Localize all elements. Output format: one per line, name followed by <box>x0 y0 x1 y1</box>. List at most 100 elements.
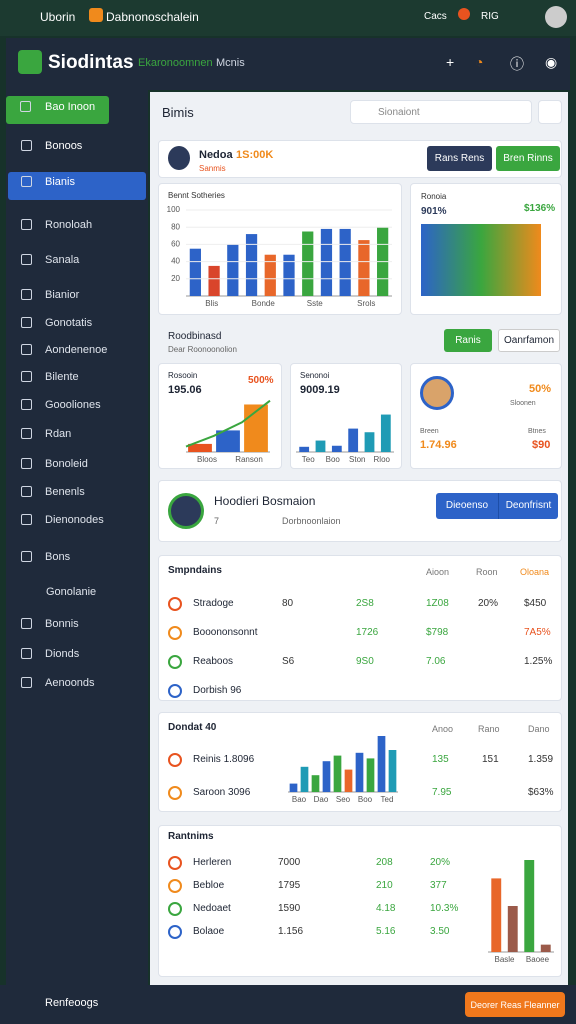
sidebar-icon <box>21 399 32 410</box>
sidebar <box>6 90 148 985</box>
row-icon <box>168 925 182 939</box>
sidebar-item[interactable]: Bons <box>45 551 71 563</box>
row-label: Herleren <box>193 857 232 868</box>
row-icon <box>168 902 182 916</box>
row-icon <box>168 786 182 800</box>
sidebar-icon <box>21 317 32 328</box>
row-label: Reinis 1.8096 <box>193 754 255 765</box>
cell: 1726 <box>356 627 379 638</box>
cell: 7.95 <box>432 787 452 798</box>
cell: 151 <box>482 754 499 765</box>
logo-icon <box>18 50 42 74</box>
report-illustration <box>421 224 541 296</box>
cell: 20% <box>478 598 499 609</box>
sidebar-item[interactable]: Bonoleid <box>45 458 88 470</box>
header-icon[interactable]: ◔ <box>475 54 484 70</box>
sidebar-icon <box>21 428 32 439</box>
button[interactable]: Deonfrisnt <box>498 493 558 519</box>
summary-sub: Sanmis <box>199 164 226 173</box>
sidebar-item[interactable]: Gonotatis <box>45 317 93 329</box>
cell: 2S8 <box>356 598 374 609</box>
column-header: Anoo <box>432 724 454 734</box>
search-box[interactable] <box>350 100 532 124</box>
sidebar-item[interactable]: Bonnis <box>45 618 79 630</box>
sidebar-item[interactable]: Aenoonds <box>45 677 95 689</box>
card-title: Ronoia <box>421 192 447 201</box>
sidebar-icon <box>21 648 32 659</box>
sidebar-item[interactable]: Ronoloah <box>45 219 93 231</box>
table-card <box>158 555 562 701</box>
section-subtitle: Dear Roonoonolion <box>168 345 237 354</box>
profile-meta: Dorbnoonlaion <box>282 516 341 526</box>
user-avatar[interactable] <box>545 6 567 28</box>
button[interactable]: Dieoenso <box>436 493 498 519</box>
cell: 210 <box>376 880 393 891</box>
sidebar-item[interactable]: Bianis <box>45 176 75 188</box>
report-value: $136% <box>524 203 556 214</box>
sidebar-icon <box>21 140 32 151</box>
button[interactable]: Bren Rinns <box>496 146 560 171</box>
column-header: Aioon <box>426 567 450 577</box>
sidebar-icon <box>21 371 32 382</box>
sidebar-item[interactable]: Sanala <box>45 254 80 266</box>
sidebar-item[interactable]: Dionds <box>45 648 80 660</box>
status-app-icon <box>89 8 103 22</box>
sidebar-item[interactable]: Gonolanie <box>46 586 97 598</box>
sidebar-item[interactable]: Bianior <box>45 289 80 301</box>
cell: 1Z08 <box>426 598 449 609</box>
button[interactable]: Oanrfamon <box>498 329 560 352</box>
row-label: Booononsonnt <box>193 627 258 638</box>
cell: 1.156 <box>278 926 304 937</box>
sidebar-item[interactable]: Goooliones <box>45 399 101 411</box>
header-icon[interactable]: + <box>446 54 455 70</box>
row-label: Nedoaet <box>193 903 231 914</box>
report-value: 901% <box>421 206 447 217</box>
sidebar-icon <box>21 344 32 355</box>
search-button[interactable] <box>538 100 562 124</box>
table-title: Rantnims <box>168 831 214 842</box>
button[interactable]: Ranis <box>444 329 492 352</box>
sidebar-item[interactable]: Bonoos <box>45 140 83 152</box>
header-icon[interactable]: ⓘ <box>510 56 524 72</box>
sidebar-icon <box>21 289 32 300</box>
table-card <box>158 825 562 977</box>
sidebar-icon <box>21 677 32 688</box>
sidebar-icon <box>21 551 32 562</box>
search-placeholder: Sionaiont <box>378 107 420 118</box>
sidebar-footer[interactable]: Renfeoogs <box>45 997 99 1009</box>
column-header: Oloana <box>520 567 550 577</box>
mini-label: Breen <box>420 428 439 435</box>
app-title: Siodintas <box>48 52 134 73</box>
cell: S6 <box>282 656 295 667</box>
sidebar-item[interactable]: Dienonodes <box>45 514 104 526</box>
cell: 5.16 <box>376 926 396 937</box>
sidebar-icon <box>21 458 32 469</box>
cell: 3.50 <box>430 926 450 937</box>
cell: 20% <box>430 857 451 868</box>
sidebar-item[interactable]: Bilente <box>45 371 79 383</box>
sidebar-item[interactable]: Aondenenoe <box>45 344 108 356</box>
cell: 80 <box>282 598 294 609</box>
row-icon <box>168 879 182 893</box>
footer-button[interactable]: Deorer Reas Fleanner <box>465 992 565 1017</box>
sidebar-icon <box>21 618 32 629</box>
button[interactable]: Rans Rens <box>427 146 492 171</box>
header-icon[interactable]: ◉ <box>545 54 558 70</box>
cell: $798 <box>426 627 449 638</box>
mini-title: Rosooin <box>168 371 198 380</box>
summary-name: Nedoa <box>199 149 233 161</box>
mini-label: Sloonen <box>510 400 536 407</box>
row-icon <box>168 597 182 611</box>
app-menu[interactable]: Mcnis <box>216 57 245 69</box>
sidebar-item[interactable]: Rdan <box>45 428 72 440</box>
sidebar-button[interactable] <box>6 96 109 124</box>
sidebar-item[interactable]: Bao Inoon <box>45 101 96 113</box>
sidebar-icon <box>21 254 32 265</box>
cell: 9S0 <box>356 656 374 667</box>
row-icon <box>168 655 182 669</box>
sidebar-item[interactable]: Benenls <box>45 486 85 498</box>
app-subtitle: Ekaronoomnen <box>138 57 213 69</box>
status-title: Uborin <box>40 10 76 24</box>
cell: 1.359 <box>528 754 554 765</box>
